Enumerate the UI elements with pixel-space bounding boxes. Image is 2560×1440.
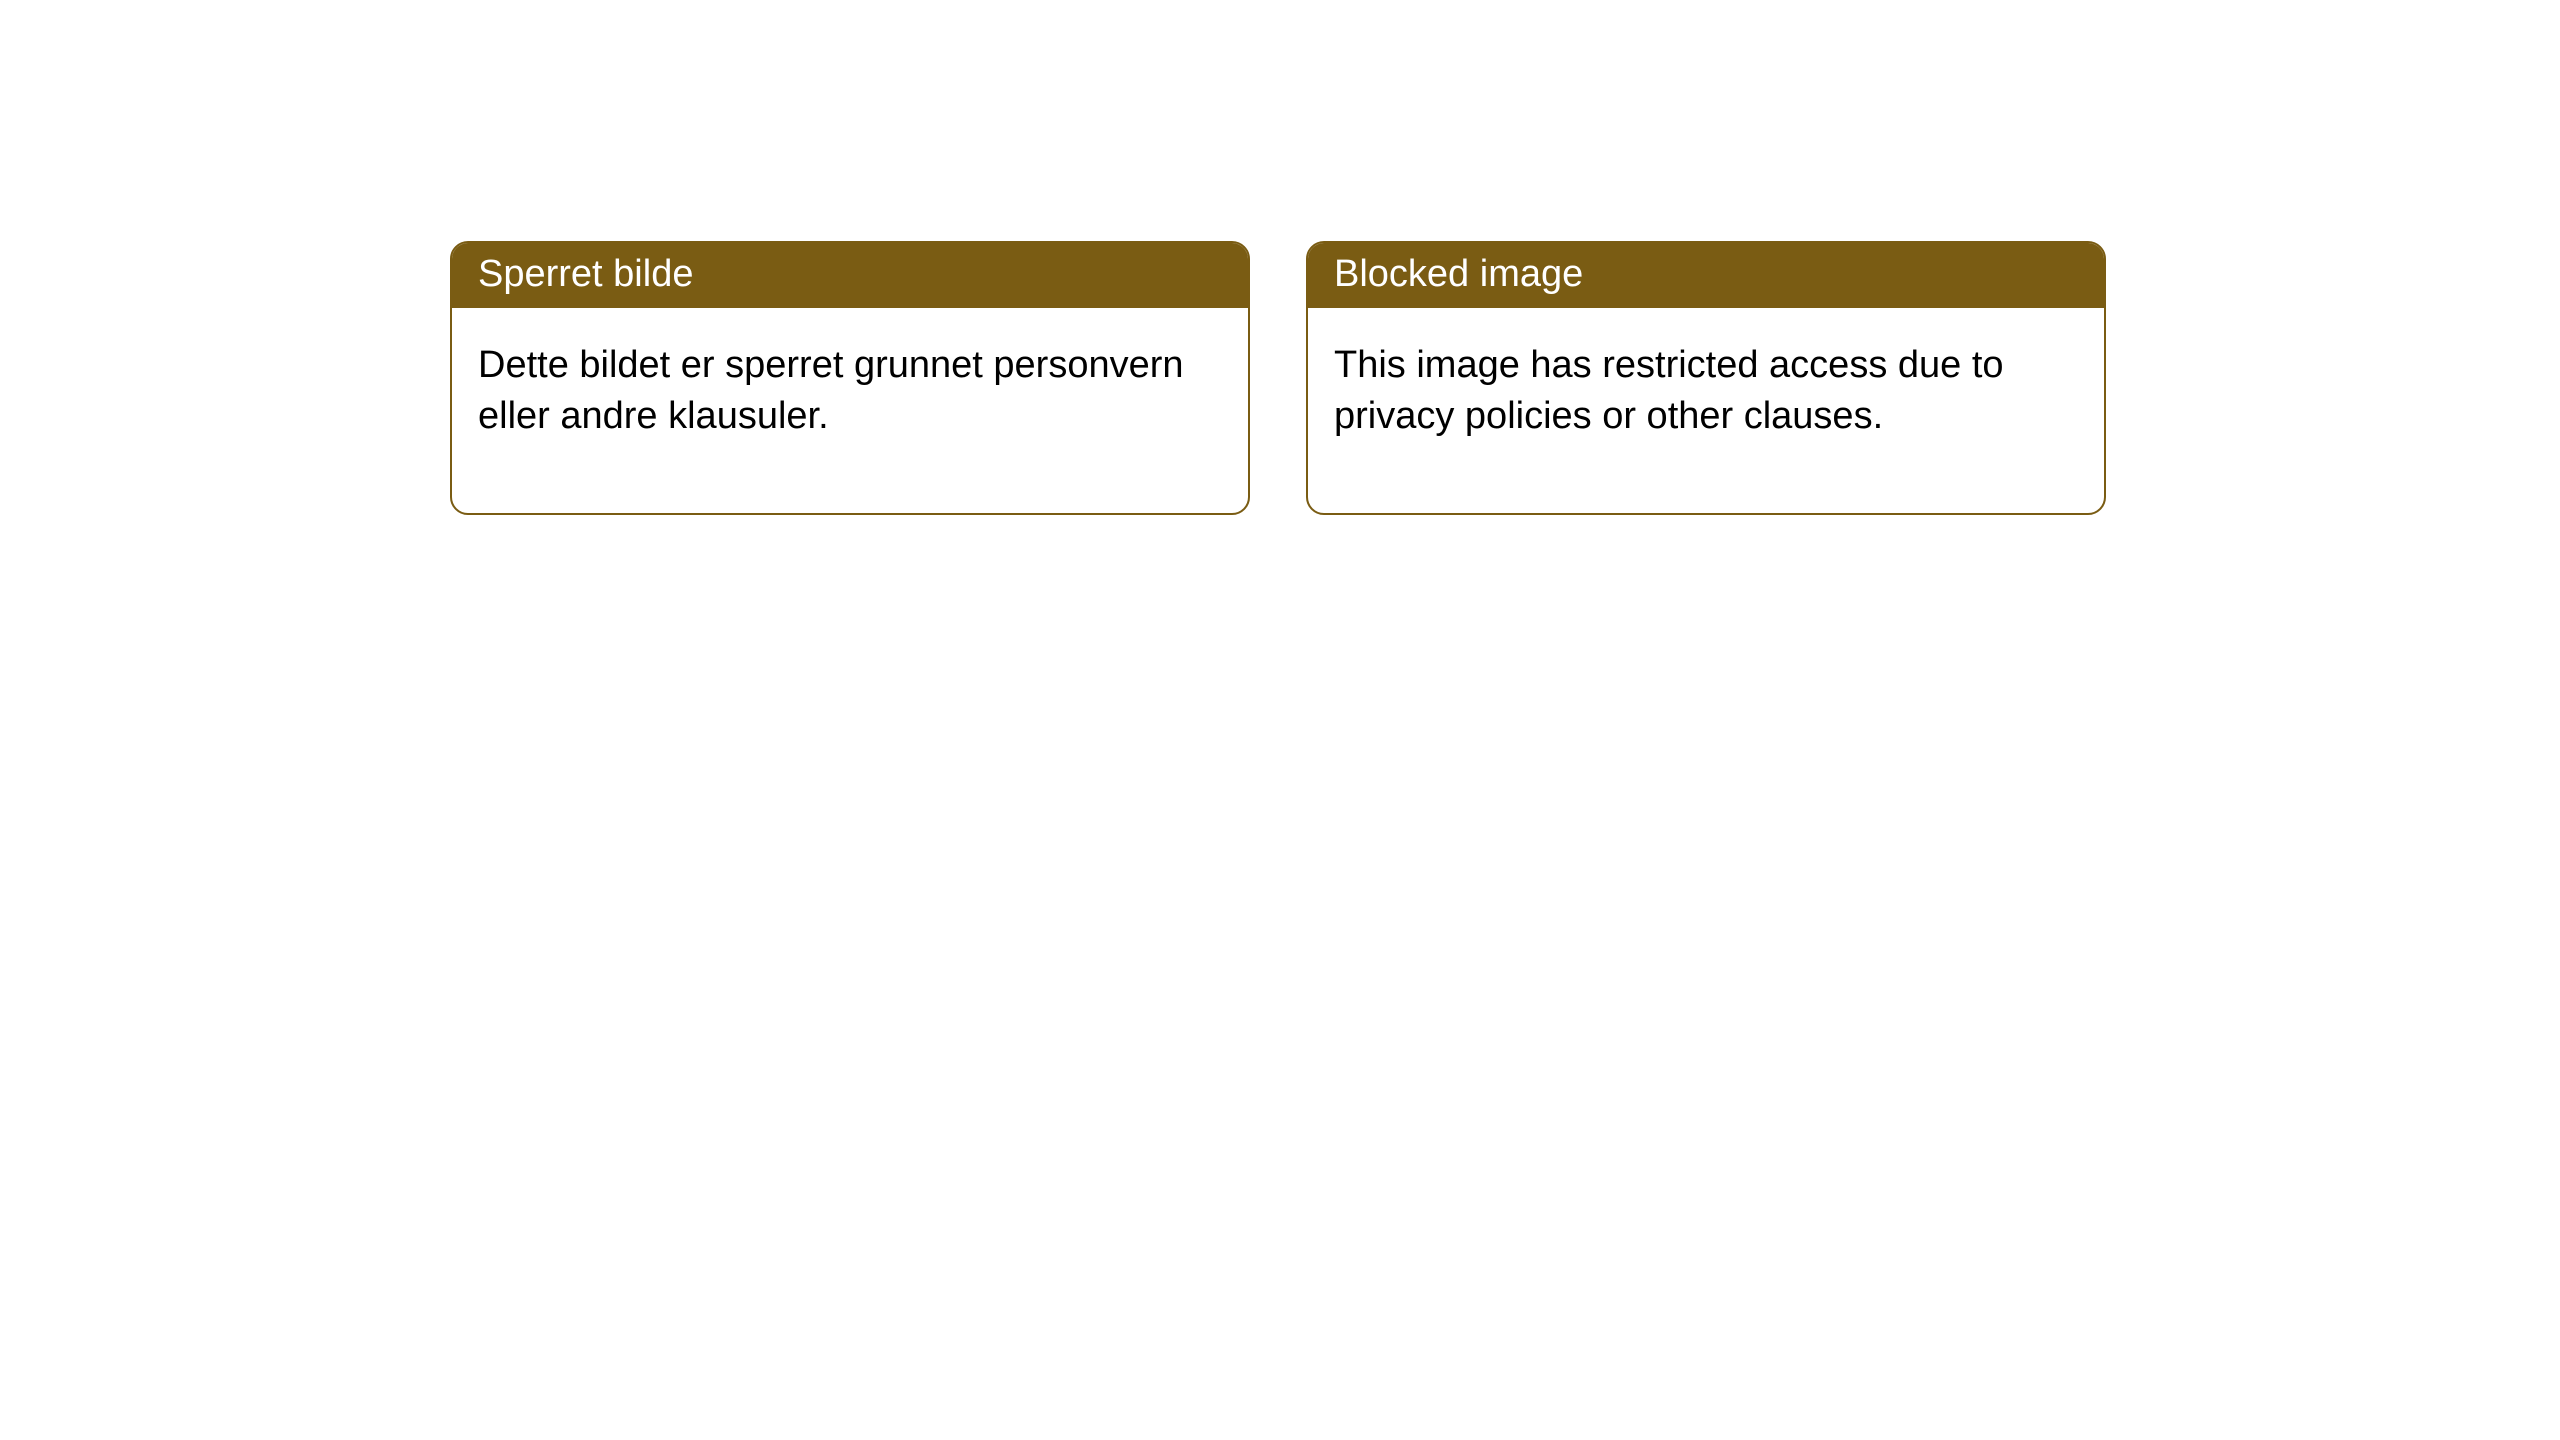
notice-card-norwegian: Sperret bilde Dette bildet er sperret gr… <box>450 241 1250 515</box>
notice-body: This image has restricted access due to … <box>1308 308 2104 513</box>
notice-card-english: Blocked image This image has restricted … <box>1306 241 2106 515</box>
notice-container: Sperret bilde Dette bildet er sperret gr… <box>0 0 2560 515</box>
notice-header: Sperret bilde <box>452 243 1248 308</box>
notice-body: Dette bildet er sperret grunnet personve… <box>452 308 1248 513</box>
notice-header: Blocked image <box>1308 243 2104 308</box>
